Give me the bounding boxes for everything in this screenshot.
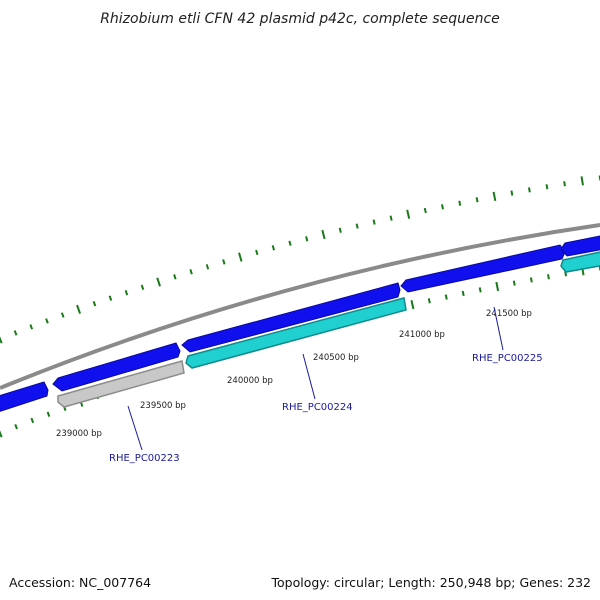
backbone-line: [0, 223, 600, 390]
ring-tick: [205, 264, 210, 270]
ring-tick: [510, 190, 514, 196]
ring-tick: [288, 240, 292, 246]
summary-text: Topology: circular; Length: 250,948 bp; …: [271, 575, 592, 590]
gene-forward-4[interactable]: [400, 244, 566, 293]
ring-tick: [189, 269, 193, 275]
ring-tick: [475, 197, 479, 203]
ring-tick: [547, 274, 550, 280]
ring-tick: [563, 181, 566, 187]
scale-tick-label: 239500 bp: [140, 401, 186, 411]
gene-forward-3[interactable]: [181, 282, 401, 353]
ring-tick: [0, 430, 3, 438]
outer-tick-ring: [0, 175, 600, 344]
scale-tick-label: 240500 bp: [313, 353, 359, 363]
scale-tick-label: 241500 bp: [486, 309, 532, 319]
gene-label[interactable]: RHE_PC00224: [282, 402, 353, 413]
ring-tick: [76, 304, 82, 314]
ring-tick: [478, 287, 482, 293]
ring-tick: [441, 204, 444, 210]
forward-strand-genes: [0, 235, 600, 413]
gene-reverse-cyan-2[interactable]: [560, 251, 600, 273]
ring-tick: [140, 284, 145, 290]
ring-tick: [527, 187, 531, 193]
ring-tick: [529, 277, 533, 283]
ring-tick: [444, 294, 448, 300]
ring-tick: [108, 295, 113, 301]
ring-tick: [458, 200, 462, 206]
gene-reverse-cyan-1[interactable]: [185, 297, 407, 369]
ring-tick: [0, 336, 3, 344]
ring-tick: [222, 259, 226, 265]
gene-reverse-grey[interactable]: [57, 360, 185, 408]
leader-line: [127, 405, 143, 451]
ring-tick: [427, 298, 431, 304]
gene-label-leaders: [127, 306, 504, 451]
ring-tick: [13, 330, 18, 336]
ring-tick: [271, 245, 275, 251]
ring-tick: [30, 417, 35, 424]
leader-line: [493, 306, 504, 351]
ring-tick: [495, 281, 500, 292]
ring-tick: [406, 209, 411, 219]
ring-tick: [45, 318, 49, 324]
ring-tick: [355, 223, 359, 229]
ring-tick: [46, 411, 51, 417]
ring-tick: [321, 229, 326, 240]
gene-forward-1[interactable]: [0, 381, 49, 413]
leader-line: [302, 353, 316, 400]
reverse-strand-genes: [57, 251, 600, 408]
scale-tick-labels: 239000 bp 239500 bp 240000 bp 240500 bp …: [56, 309, 532, 439]
ring-tick: [14, 423, 18, 430]
scale-tick-label: 239000 bp: [56, 429, 102, 439]
gene-labels: RHE_PC00223 RHE_PC00224 RHE_PC00225: [109, 353, 543, 464]
ring-tick: [338, 227, 342, 233]
ring-tick: [389, 215, 393, 221]
ring-tick: [173, 274, 177, 280]
scale-tick-label: 240000 bp: [227, 376, 273, 386]
ring-tick: [461, 290, 465, 297]
ring-tick: [124, 289, 129, 296]
gene-label[interactable]: RHE_PC00225: [472, 353, 543, 364]
ring-tick: [410, 300, 415, 310]
ring-tick: [238, 252, 243, 262]
ring-tick: [372, 219, 376, 225]
ring-tick: [156, 277, 161, 287]
gene-forward-2[interactable]: [52, 342, 181, 392]
ring-tick: [60, 312, 65, 318]
ring-tick: [29, 324, 34, 330]
ring-tick: [545, 184, 549, 190]
ring-tick: [512, 280, 516, 286]
ring-tick: [255, 249, 259, 256]
ring-tick: [580, 176, 584, 186]
ring-tick: [423, 207, 427, 214]
map-title: Rhizobium etli CFN 42 plasmid p42c, comp…: [100, 11, 500, 27]
gene-label[interactable]: RHE_PC00223: [109, 453, 180, 464]
gene-forward-5[interactable]: [560, 235, 600, 257]
ring-tick: [92, 301, 97, 307]
ring-tick: [305, 236, 309, 242]
scale-tick-label: 241000 bp: [399, 330, 445, 340]
accession-text: Accession: NC_007764: [9, 575, 151, 590]
ring-tick: [492, 191, 497, 201]
